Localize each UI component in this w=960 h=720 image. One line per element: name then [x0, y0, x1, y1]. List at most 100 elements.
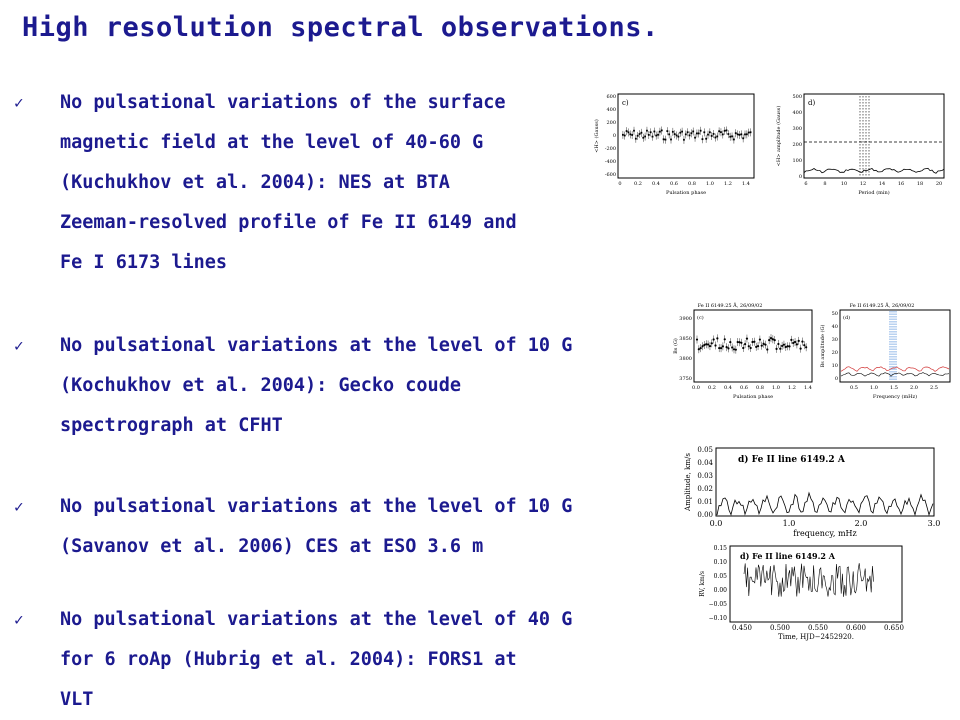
- y-tick-label: 0: [613, 133, 616, 139]
- y-tick-label: 0.15: [714, 545, 728, 552]
- bullet-line: magnetic field at the level of 40-60 G: [60, 132, 484, 153]
- x-tick-label: 0.0: [710, 519, 723, 528]
- x-axis-label: Time, HJD−2452920.: [778, 633, 854, 641]
- y-tick-label: 3800: [679, 356, 692, 362]
- x-tick-label: 1.4: [742, 181, 750, 187]
- y-tick-label: −0.10: [709, 615, 728, 622]
- x-tick-label: 1.0: [870, 385, 878, 391]
- x-tick-label: 0.8: [688, 181, 696, 187]
- bullet-line: Fe I 6173 lines: [60, 252, 228, 273]
- y-axis-label: RV, km/s: [699, 571, 706, 597]
- amplitude-curve-red: [840, 366, 950, 372]
- checkmark-icon: ✓: [14, 610, 24, 629]
- y-tick-label: 0.10: [714, 559, 728, 566]
- data-points: [695, 334, 808, 354]
- bullet-line: VLT: [60, 689, 94, 710]
- x-tick-label: 0.600: [846, 624, 866, 632]
- x-axis-label: Pulsation phase: [666, 190, 706, 196]
- bullet-item: ✓ No pulsational variations at the level…: [14, 326, 664, 446]
- rv-series: [743, 563, 874, 597]
- y-tick-label: -400: [605, 159, 616, 165]
- panel-label: d): [808, 99, 815, 107]
- amplitude-curve: [803, 167, 945, 174]
- y-tick-label: 400: [792, 110, 802, 116]
- x-tick-label: 3.0: [928, 519, 941, 528]
- figure-1-magnetic-field: c) <H> (Gauss) 600 400 200 0 -200 -400 -…: [593, 93, 945, 196]
- y-tick-label: 40: [832, 324, 838, 330]
- x-tick-label: 16: [898, 181, 904, 187]
- checkmark-icon: ✓: [14, 497, 24, 516]
- x-tick-label: 2.5: [930, 385, 938, 391]
- x-tick-label: 12: [860, 181, 866, 187]
- bullet-item: ✓ No pulsational variations at the level…: [14, 600, 664, 720]
- y-tick-label: 20: [832, 350, 838, 356]
- y-tick-label: 100: [792, 158, 802, 164]
- bullet-line: No pulsational variations at the level o…: [60, 609, 573, 630]
- panel-header: Fe II 6149.25 Å, 26/09/02: [698, 301, 763, 309]
- x-tick-label: 0.650: [884, 624, 904, 632]
- x-tick-label: 0.550: [808, 624, 828, 632]
- bullet-line: No pulsational variations at the level o…: [60, 496, 573, 517]
- y-tick-label: 0.02: [697, 485, 713, 493]
- y-tick-label: 0: [799, 174, 802, 180]
- x-tick-label: 0.2: [634, 181, 642, 187]
- bullet-line: No pulsational variations of the surface: [60, 92, 506, 113]
- panel-label: d) Fe II line 6149.2 A: [740, 551, 836, 561]
- x-tick-label: 0.450: [732, 624, 752, 632]
- y-tick-label: 0.04: [697, 459, 713, 467]
- x-axis-label: Period (min): [858, 189, 889, 196]
- x-tick-label: 1.2: [788, 385, 796, 391]
- x-tick-label: 0.6: [670, 181, 678, 187]
- x-tick-label: 10: [841, 181, 847, 187]
- x-tick-label: 0.2: [708, 385, 716, 391]
- x-tick-label: 20: [936, 181, 942, 187]
- y-tick-label: 200: [792, 142, 802, 148]
- x-tick-label: 1.2: [724, 181, 732, 187]
- bullet-line: No pulsational variations at the level o…: [60, 335, 573, 356]
- y-tick-label: 0.00: [697, 511, 713, 519]
- bullet-line: spectrograph at CFHT: [60, 415, 283, 436]
- x-tick-label: 0.5: [850, 385, 858, 391]
- y-tick-label: 500: [792, 94, 802, 100]
- amplitude-curve: [716, 491, 934, 517]
- y-tick-label: 3900: [679, 316, 692, 322]
- amplitude-curve: [840, 372, 950, 377]
- slide-title: High resolution spectral observations.: [22, 12, 659, 43]
- y-tick-label: 300: [792, 126, 802, 132]
- bullet-line: (Kochukhov et al. 2004): Gecko coude: [60, 375, 461, 396]
- y-tick-label: 0.01: [697, 498, 713, 506]
- x-tick-label: 0.4: [652, 181, 660, 187]
- x-tick-label: 1.4: [804, 385, 812, 391]
- x-tick-label: 14: [879, 181, 885, 187]
- y-tick-label: 200: [606, 120, 616, 126]
- x-tick-label: 1.0: [783, 519, 796, 528]
- y-tick-label: 10: [832, 363, 838, 369]
- bullet-line: (Kuchukhov et al. 2004): NES at BTA: [60, 172, 450, 193]
- y-tick-label: 3850: [679, 336, 692, 342]
- x-tick-label: 8: [823, 181, 826, 187]
- x-tick-label: 18: [917, 181, 923, 187]
- y-axis-label: <H> (Gauss): [593, 119, 600, 153]
- y-tick-label: 0: [835, 376, 838, 382]
- period-markers: [859, 96, 870, 176]
- x-tick-label: 0.500: [770, 624, 790, 632]
- y-tick-label: −0.05: [709, 601, 728, 608]
- y-axis-label: Amplitude, km/s: [684, 453, 692, 512]
- y-axis-label: Bs (G): [672, 338, 679, 354]
- y-tick-label: 0.05: [714, 573, 728, 580]
- y-tick-label: 3750: [679, 376, 692, 382]
- x-tick-label: 1.0: [706, 181, 714, 187]
- x-axis-label: Frequency (mHz): [873, 393, 917, 400]
- x-axis-label: frequency, mHz: [793, 529, 856, 538]
- data-points: [622, 126, 752, 144]
- y-tick-label: 400: [606, 107, 616, 113]
- figure-2-bs-field: Fe II 6149.25 Å, 26/09/02 (c) Bs (G) 390…: [672, 301, 951, 400]
- figure-4-rv-time: d) Fe II line 6149.2 A RV, km/s 0.15 0.1…: [699, 545, 904, 641]
- figure-3-rv-amplitude: d) Fe II line 6149.2 A Amplitude, km/s 0…: [684, 446, 941, 538]
- frequency-markers: [889, 311, 897, 381]
- x-axis-label: Pulsation phase: [733, 394, 773, 400]
- panel-label: d) Fe II line 6149.2 A: [738, 454, 846, 465]
- x-tick-label: 6: [804, 181, 807, 187]
- panel-label: (c): [697, 314, 704, 321]
- y-tick-label: 50: [832, 311, 838, 317]
